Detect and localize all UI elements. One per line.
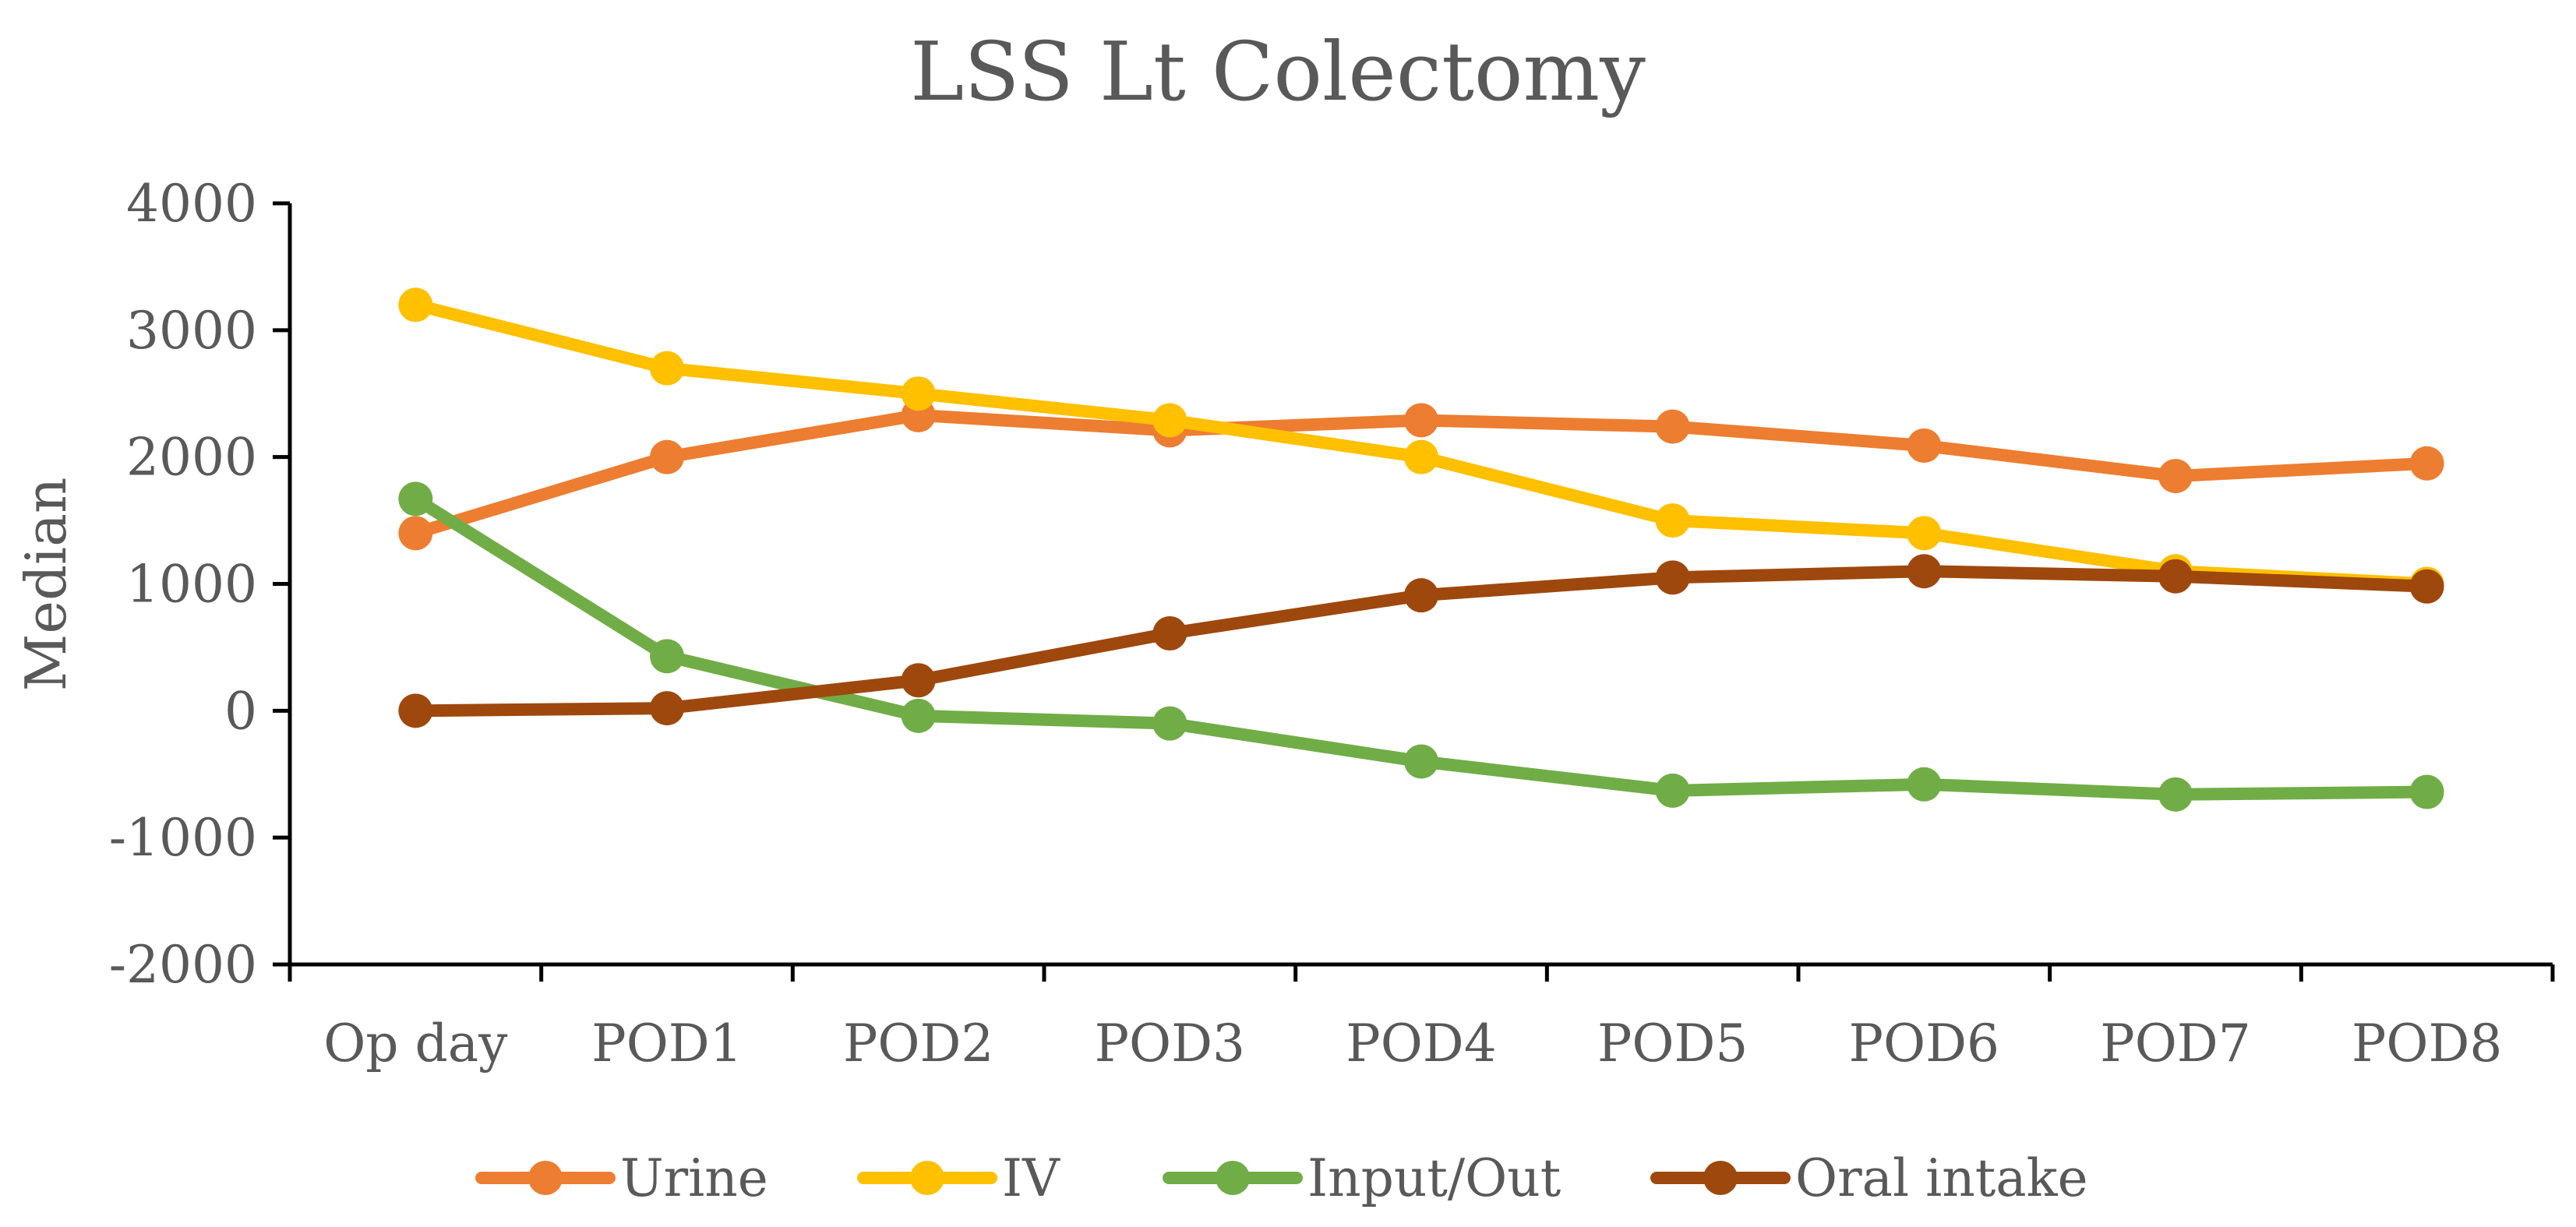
data-point (1907, 767, 1942, 802)
x-tick-label: POD6 (1849, 1014, 1999, 1074)
data-point (2158, 777, 2193, 812)
series-urine (398, 397, 2444, 551)
data-point (398, 481, 433, 517)
data-point (1404, 439, 1438, 474)
data-point (2409, 446, 2444, 481)
data-point (1152, 706, 1187, 741)
data-point (398, 693, 433, 728)
data-point (2409, 774, 2444, 809)
series-layer (398, 287, 2444, 812)
data-point (1655, 409, 1690, 444)
legend-item: IV (857, 1148, 1060, 1208)
data-point (398, 287, 433, 323)
data-point (1907, 554, 1942, 589)
x-tick-label: POD1 (591, 1014, 742, 1074)
legend-marker (910, 1161, 944, 1195)
legend-marker (528, 1161, 563, 1195)
y-tick-label: 1000 (126, 555, 257, 615)
data-point (1655, 773, 1690, 808)
legend-marker (1703, 1161, 1738, 1195)
data-point (398, 516, 433, 551)
data-point (1404, 578, 1438, 613)
legend-label: IV (1002, 1148, 1060, 1208)
legend-marker (1216, 1161, 1250, 1195)
data-point (1655, 503, 1690, 538)
x-tick-label: POD3 (1095, 1014, 1245, 1074)
data-point (650, 691, 684, 726)
legend-label: Oral intake (1795, 1148, 2088, 1208)
legend: Urine IV Input/Out Oral intake (475, 1148, 2088, 1208)
y-tick-label: -2000 (109, 935, 257, 995)
data-point (1907, 516, 1942, 551)
x-tick-label: POD8 (2352, 1014, 2502, 1074)
data-point (901, 663, 936, 698)
data-point (1404, 403, 1438, 438)
legend-item: Oral intake (1650, 1148, 2088, 1208)
legend-item: Urine (475, 1148, 768, 1208)
data-point (2409, 569, 2444, 604)
data-point (1152, 616, 1187, 651)
data-point (2158, 559, 2193, 594)
legend-label: Urine (620, 1148, 768, 1208)
data-point (1404, 744, 1438, 779)
data-point (1152, 403, 1187, 438)
x-axis: Op day POD1 POD2 POD3 POD4 POD5 POD6 POD7 POD8 (288, 962, 2555, 1074)
x-tick-label: POD7 (2100, 1014, 2250, 1074)
chart-title: LSS Lt Colectomy (910, 24, 1646, 119)
y-tick-label: 2000 (126, 428, 257, 488)
y-axis: -2000 -1000 0 1000 2000 3000 4000 (109, 174, 292, 995)
y-tick-label: -1000 (109, 808, 257, 868)
data-point (650, 639, 684, 674)
legend-item: Input/Out (1163, 1148, 1561, 1208)
x-tick-label: POD4 (1346, 1014, 1496, 1074)
data-point (1655, 560, 1690, 595)
data-point (650, 351, 684, 386)
x-tick-label: POD2 (843, 1014, 993, 1074)
data-point (1907, 428, 1942, 464)
data-point (2158, 459, 2193, 494)
x-tick-label: POD5 (1597, 1014, 1748, 1074)
x-tick-label: Op day (323, 1014, 508, 1074)
y-tick-label: 0 (224, 681, 257, 741)
data-point (901, 698, 936, 733)
data-point (901, 376, 936, 411)
y-tick-label: 4000 (126, 174, 257, 234)
data-point (650, 439, 684, 474)
series-oral-intake (398, 554, 2444, 728)
series-input-out (398, 481, 2444, 812)
y-tick-label: 3000 (126, 301, 257, 361)
y-axis-label: Median (13, 478, 79, 692)
legend-label: Input/Out (1307, 1148, 1561, 1208)
